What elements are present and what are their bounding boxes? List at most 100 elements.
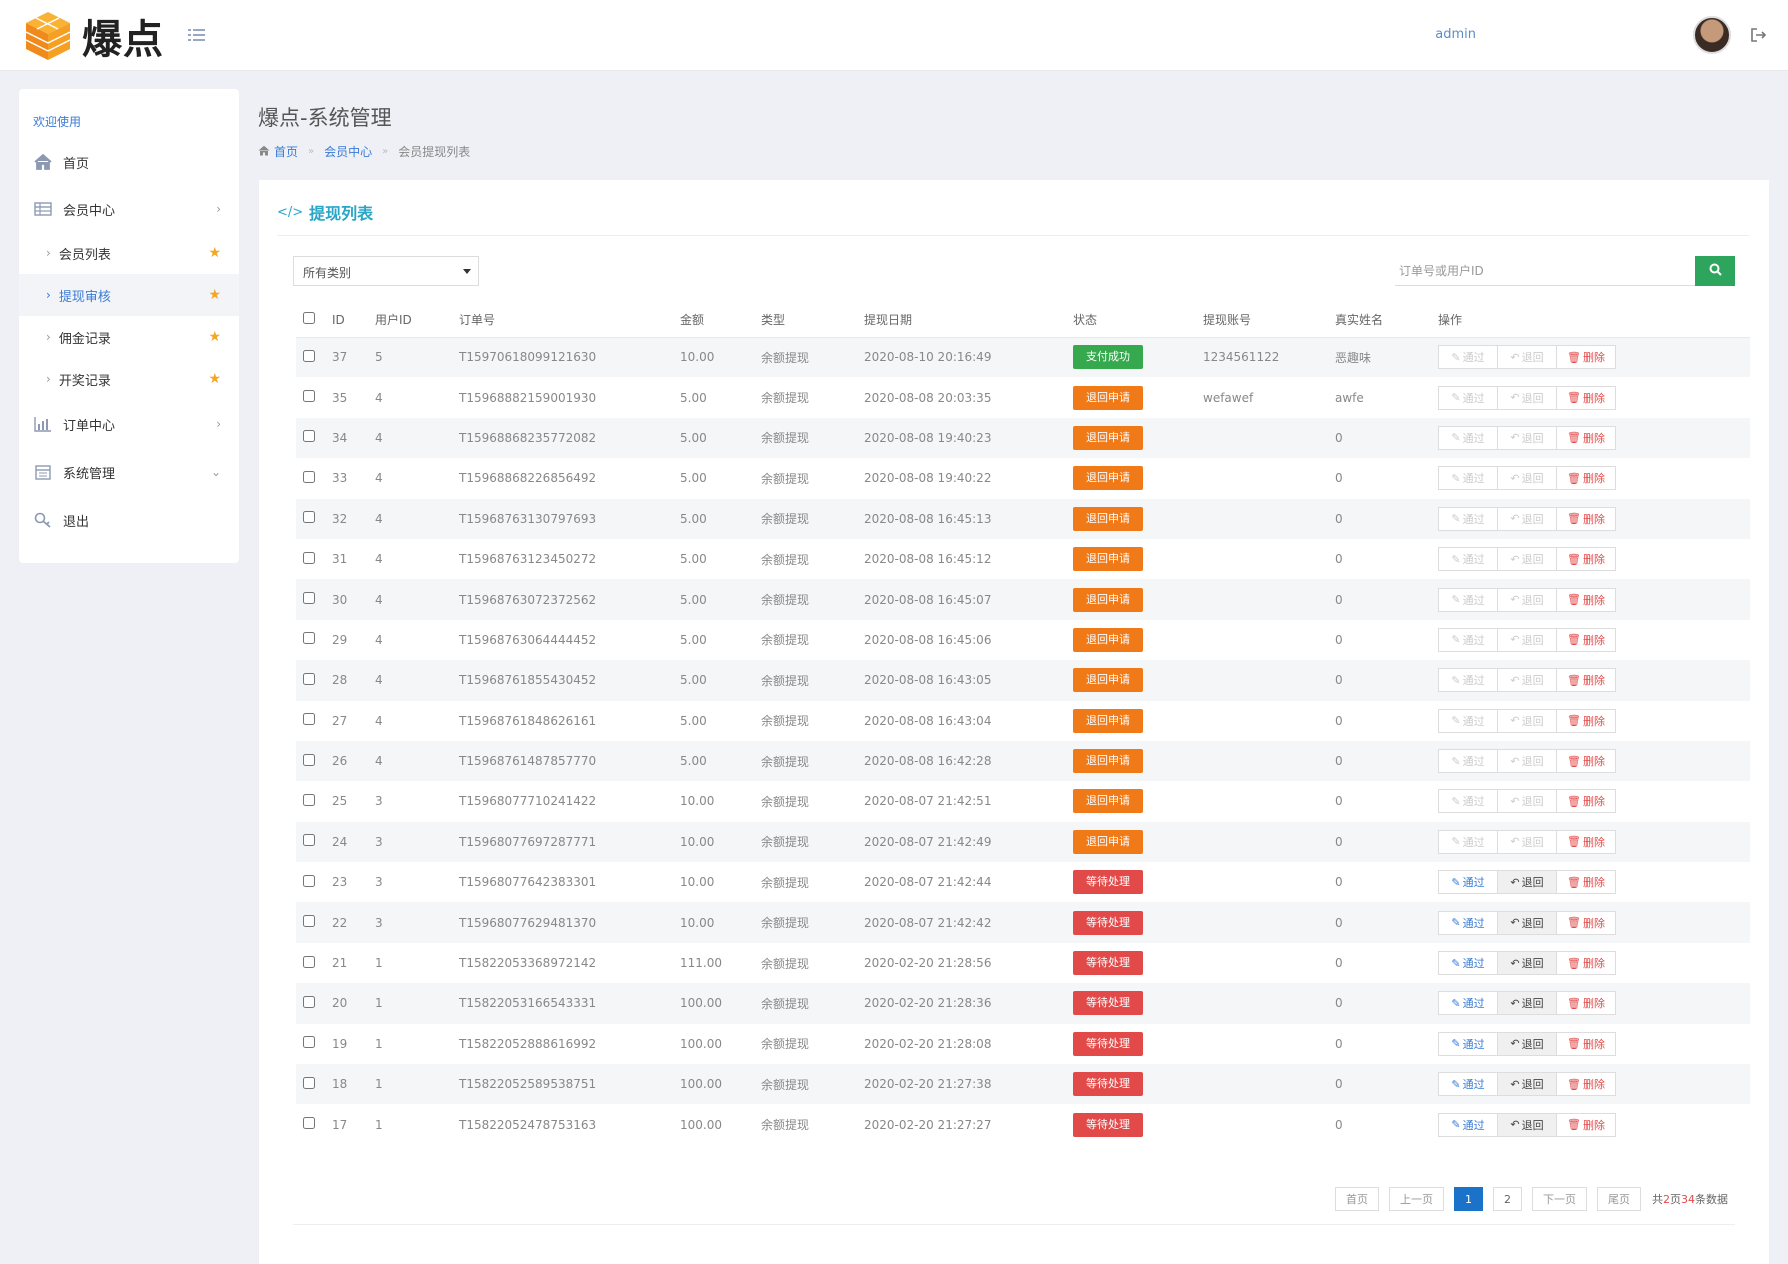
sidebar-subitem-member-list[interactable]: › 会员列表 ★	[19, 232, 239, 274]
pass-button[interactable]: ✎ 通过	[1438, 425, 1498, 450]
delete-button[interactable]: 🗑︎ 删除	[1556, 910, 1616, 935]
page-1-button[interactable]: 1	[1454, 1187, 1483, 1211]
row-checkbox[interactable]	[303, 834, 315, 847]
return-button[interactable]: ↶ 退回	[1497, 870, 1557, 895]
return-button[interactable]: ↶ 退回	[1497, 668, 1557, 693]
search-button[interactable]	[1695, 256, 1735, 286]
pass-button[interactable]: ✎ 通过	[1438, 1031, 1498, 1056]
column-header[interactable]: ID	[326, 303, 369, 338]
column-header[interactable]: 真实姓名	[1329, 303, 1432, 338]
table-row[interactable]: 18 1 T15822052589538751 100.00 余额提现 2020-02-2…	[296, 1064, 1750, 1105]
row-checkbox[interactable]	[303, 470, 315, 483]
page-2-button[interactable]: 2	[1493, 1187, 1522, 1211]
row-checkbox[interactable]	[303, 915, 315, 928]
list-icon[interactable]	[187, 26, 207, 44]
pass-button[interactable]: ✎ 通过	[1438, 466, 1498, 491]
row-checkbox[interactable]	[303, 955, 315, 968]
row-checkbox[interactable]	[303, 551, 315, 564]
table-row[interactable]: 29 4 T15968763064444452 5.00 余额提现 2020-08-08 …	[296, 620, 1750, 660]
pass-button[interactable]: ✎ 通过	[1438, 668, 1498, 693]
row-checkbox[interactable]	[303, 1117, 315, 1130]
return-button[interactable]: ↶ 退回	[1497, 910, 1557, 935]
table-row[interactable]: 25 3 T15968077710241422 10.00 余额提现 2020-08-07…	[296, 781, 1750, 821]
delete-button[interactable]: 🗑︎ 删除	[1556, 466, 1616, 491]
row-checkbox[interactable]	[303, 1036, 315, 1049]
delete-button[interactable]: 🗑︎ 删除	[1556, 789, 1616, 814]
return-button[interactable]: ↶ 退回	[1497, 708, 1557, 733]
sidebar-item-member-center[interactable]: 会员中心 ›	[19, 188, 239, 230]
column-header[interactable]: 金额	[674, 303, 755, 338]
delete-button[interactable]: 🗑︎ 删除	[1556, 829, 1616, 854]
delete-button[interactable]: 🗑︎ 删除	[1556, 385, 1616, 410]
avatar[interactable]	[1693, 16, 1731, 54]
table-row[interactable]: 26 4 T15968761487857770 5.00 余额提现 2020-08-08 …	[296, 740, 1750, 782]
return-button[interactable]: ↶ 退回	[1497, 385, 1557, 410]
row-checkbox[interactable]	[303, 390, 315, 403]
delete-button[interactable]: 🗑︎ 删除	[1556, 506, 1616, 531]
return-button[interactable]: ↶ 退回	[1497, 1031, 1557, 1056]
breadcrumb-member-center-link[interactable]: 会员中心	[324, 145, 373, 159]
table-row[interactable]: 37 5 T15970618099121630 10.00 余额提现 2020-08-10…	[296, 337, 1750, 378]
table-row[interactable]: 31 4 T15968763123450272 5.00 余额提现 2020-08-08 …	[296, 539, 1750, 579]
pass-button[interactable]: ✎ 通过	[1438, 829, 1498, 854]
return-button[interactable]: ↶ 退回	[1497, 345, 1557, 370]
return-button[interactable]: ↶ 退回	[1497, 425, 1557, 450]
table-row[interactable]: 33 4 T15968868226856492 5.00 余额提现 2020-08-08 …	[296, 458, 1750, 498]
return-button[interactable]: ↶ 退回	[1497, 1072, 1557, 1097]
sidebar-subitem-withdraw-review[interactable]: › 提现审核 ★	[19, 274, 239, 316]
pass-button[interactable]: ✎ 通过	[1438, 345, 1498, 370]
pass-button[interactable]: ✎ 通过	[1438, 991, 1498, 1016]
pass-button[interactable]: ✎ 通过	[1438, 627, 1498, 652]
table-row[interactable]: 21 1 T15822053368972142 111.00 余额提现 2020-02-2…	[296, 943, 1750, 983]
prev-page-button[interactable]: 上一页	[1389, 1187, 1444, 1211]
column-header[interactable]: 类型	[755, 303, 858, 338]
category-select[interactable]: 所有类别	[293, 256, 479, 286]
return-button[interactable]: ↶ 退回	[1497, 506, 1557, 531]
row-checkbox[interactable]	[303, 793, 315, 806]
pass-button[interactable]: ✎ 通过	[1438, 910, 1498, 935]
row-checkbox[interactable]	[303, 672, 315, 685]
pass-button[interactable]: ✎ 通过	[1438, 506, 1498, 531]
delete-button[interactable]: 🗑︎ 删除	[1556, 951, 1616, 976]
column-header[interactable]: 用户ID	[369, 303, 453, 338]
table-row[interactable]: 24 3 T15968077697287771 10.00 余额提现 2020-08-07…	[296, 821, 1750, 863]
sidebar-item-logout[interactable]: 退出	[19, 499, 239, 541]
pass-button[interactable]: ✎ 通过	[1438, 870, 1498, 895]
delete-button[interactable]: 🗑︎ 删除	[1556, 1072, 1616, 1097]
row-checkbox[interactable]	[303, 349, 315, 362]
delete-button[interactable]: 🗑︎ 删除	[1556, 547, 1616, 572]
first-page-button[interactable]: 首页	[1335, 1187, 1379, 1211]
delete-button[interactable]: 🗑︎ 删除	[1556, 749, 1616, 774]
pass-button[interactable]: ✎ 通过	[1438, 1072, 1498, 1097]
row-checkbox[interactable]	[303, 753, 315, 766]
table-row[interactable]: 32 4 T15968763130797693 5.00 余额提现 2020-08-08 …	[296, 498, 1750, 539]
pass-button[interactable]: ✎ 通过	[1438, 385, 1498, 410]
select-all-checkbox[interactable]	[303, 312, 315, 325]
sidebar-subitem-commission[interactable]: › 佣金记录 ★	[19, 316, 239, 358]
return-button[interactable]: ↶ 退回	[1497, 547, 1557, 572]
delete-button[interactable]: 🗑︎ 删除	[1556, 1112, 1616, 1137]
row-checkbox[interactable]	[303, 1076, 315, 1089]
delete-button[interactable]: 🗑︎ 删除	[1556, 1031, 1616, 1056]
table-row[interactable]: 35 4 T15968882159001930 5.00 余额提现 2020-08-08 …	[296, 377, 1750, 417]
table-row[interactable]: 28 4 T15968761855430452 5.00 余额提现 2020-08-08 …	[296, 660, 1750, 701]
delete-button[interactable]: 🗑︎ 删除	[1556, 668, 1616, 693]
user-name[interactable]: admin	[1435, 27, 1476, 42]
pass-button[interactable]: ✎ 通过	[1438, 789, 1498, 814]
table-row[interactable]: 19 1 T15822052888616992 100.00 余额提现 2020-02-2…	[296, 1024, 1750, 1064]
table-row[interactable]: 23 3 T15968077642383301 10.00 余额提现 2020-08-07…	[296, 862, 1750, 902]
logo[interactable]: 爆点	[24, 8, 174, 64]
table-row[interactable]: 20 1 T15822053166543331 100.00 余额提现 2020-02-2…	[296, 983, 1750, 1024]
row-checkbox[interactable]	[303, 874, 315, 887]
pass-button[interactable]: ✎ 通过	[1438, 708, 1498, 733]
return-button[interactable]: ↶ 退回	[1497, 627, 1557, 652]
pass-button[interactable]: ✎ 通过	[1438, 587, 1498, 612]
table-row[interactable]: 27 4 T15968761848626161 5.00 余额提现 2020-08-08 …	[296, 701, 1750, 741]
return-button[interactable]: ↶ 退回	[1497, 1112, 1557, 1137]
breadcrumb-home-link[interactable]: 首页	[274, 145, 299, 159]
pass-button[interactable]: ✎ 通过	[1438, 951, 1498, 976]
return-button[interactable]: ↶ 退回	[1497, 587, 1557, 612]
row-checkbox[interactable]	[303, 713, 315, 726]
table-row[interactable]: 22 3 T15968077629481370 10.00 余额提现 2020-08-07…	[296, 902, 1750, 943]
sidebar-subitem-lottery[interactable]: › 开奖记录 ★	[19, 358, 239, 400]
